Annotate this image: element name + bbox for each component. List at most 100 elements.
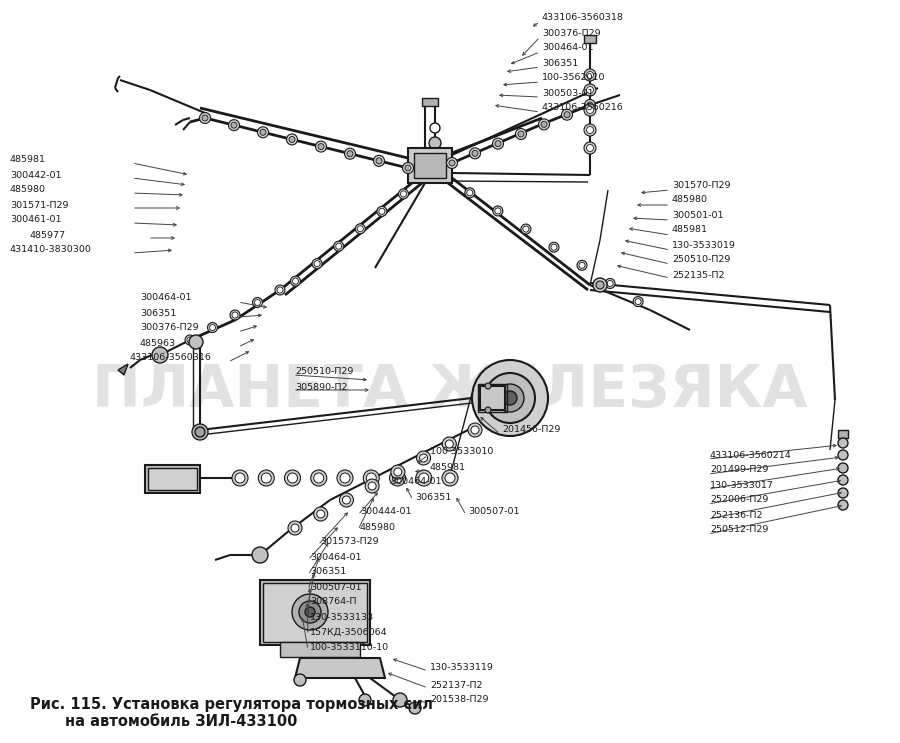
Circle shape xyxy=(202,115,208,121)
Text: 300376-П29: 300376-П29 xyxy=(140,323,199,333)
Circle shape xyxy=(593,278,607,292)
Circle shape xyxy=(310,470,327,486)
Text: 250512-П29: 250512-П29 xyxy=(710,525,769,534)
Circle shape xyxy=(518,131,524,137)
Text: 433106-3560216: 433106-3560216 xyxy=(542,103,624,112)
Circle shape xyxy=(633,296,643,307)
Text: 485981: 485981 xyxy=(430,462,466,472)
Circle shape xyxy=(292,278,299,284)
Circle shape xyxy=(516,129,526,140)
Circle shape xyxy=(393,693,407,707)
Text: 130-3533019: 130-3533019 xyxy=(672,241,736,250)
Text: 300464-01: 300464-01 xyxy=(542,44,593,53)
Text: 301571-П29: 301571-П29 xyxy=(10,201,68,210)
Bar xyxy=(145,465,200,493)
Text: 485980: 485980 xyxy=(360,522,396,531)
Polygon shape xyxy=(118,364,128,375)
Circle shape xyxy=(418,473,428,483)
Text: 157КД-3506064: 157КД-3506064 xyxy=(310,628,388,637)
Circle shape xyxy=(541,121,547,127)
Circle shape xyxy=(337,470,353,486)
Circle shape xyxy=(210,325,215,331)
Circle shape xyxy=(551,244,557,250)
Circle shape xyxy=(252,547,268,563)
Text: 433106-3560214: 433106-3560214 xyxy=(710,450,792,459)
Circle shape xyxy=(409,702,421,714)
Circle shape xyxy=(261,473,271,483)
Bar xyxy=(422,98,438,106)
Circle shape xyxy=(605,279,615,288)
Polygon shape xyxy=(295,658,385,678)
Text: 485981: 485981 xyxy=(10,155,46,164)
Circle shape xyxy=(195,427,205,437)
Text: на автомобиль ЗИЛ-433100: на автомобиль ЗИЛ-433100 xyxy=(65,715,297,730)
Circle shape xyxy=(365,479,379,493)
Circle shape xyxy=(464,188,475,198)
Circle shape xyxy=(392,473,402,483)
Circle shape xyxy=(229,120,239,131)
Circle shape xyxy=(364,470,379,486)
Circle shape xyxy=(442,470,458,486)
Circle shape xyxy=(305,607,315,617)
Text: 300464-01: 300464-01 xyxy=(390,478,442,487)
Circle shape xyxy=(838,450,848,460)
Circle shape xyxy=(189,335,203,349)
Text: 300461-01: 300461-01 xyxy=(10,215,61,224)
Circle shape xyxy=(838,475,848,485)
Circle shape xyxy=(314,261,320,267)
Text: 130-3533133: 130-3533133 xyxy=(310,612,374,621)
Bar xyxy=(584,35,596,43)
Circle shape xyxy=(390,470,406,486)
Circle shape xyxy=(288,521,302,535)
Circle shape xyxy=(347,151,353,157)
Circle shape xyxy=(503,391,517,405)
Circle shape xyxy=(405,165,411,171)
Text: 100-3562010: 100-3562010 xyxy=(542,74,606,82)
Circle shape xyxy=(446,440,454,448)
Text: 250510-П29: 250510-П29 xyxy=(672,256,731,265)
Text: 305890-П2: 305890-П2 xyxy=(295,383,347,392)
Text: 485981: 485981 xyxy=(672,225,708,235)
Circle shape xyxy=(294,674,306,686)
Bar xyxy=(263,583,367,642)
Circle shape xyxy=(635,299,641,305)
Circle shape xyxy=(299,601,321,623)
Circle shape xyxy=(549,242,559,252)
Text: 300464-01: 300464-01 xyxy=(140,293,192,302)
Circle shape xyxy=(291,524,299,532)
Circle shape xyxy=(345,148,356,159)
Text: 300507-01: 300507-01 xyxy=(310,583,362,591)
Circle shape xyxy=(286,134,298,145)
Text: 306351: 306351 xyxy=(415,493,451,502)
Text: 130-3533017: 130-3533017 xyxy=(710,481,774,490)
Circle shape xyxy=(287,473,298,483)
Circle shape xyxy=(275,285,285,295)
Text: 201456-П29: 201456-П29 xyxy=(502,426,561,435)
Circle shape xyxy=(416,470,432,486)
Text: 301573-П29: 301573-П29 xyxy=(320,537,379,547)
Circle shape xyxy=(379,208,385,214)
Circle shape xyxy=(377,207,387,216)
Circle shape xyxy=(485,383,491,389)
Circle shape xyxy=(521,224,531,234)
Text: 485980: 485980 xyxy=(10,186,46,195)
Circle shape xyxy=(342,496,350,504)
Circle shape xyxy=(587,144,593,152)
Text: 300501-01: 300501-01 xyxy=(672,210,724,219)
Circle shape xyxy=(232,312,238,318)
Text: 100-3533110-10: 100-3533110-10 xyxy=(310,643,389,652)
Circle shape xyxy=(374,155,384,166)
Circle shape xyxy=(577,260,587,270)
Circle shape xyxy=(470,148,481,159)
Text: 300464-01: 300464-01 xyxy=(310,553,362,562)
Circle shape xyxy=(235,473,245,483)
Circle shape xyxy=(485,373,535,423)
Text: 300442-01: 300442-01 xyxy=(10,170,61,180)
Circle shape xyxy=(468,423,482,437)
Circle shape xyxy=(185,335,195,345)
Circle shape xyxy=(391,465,405,479)
Circle shape xyxy=(399,189,409,199)
Circle shape xyxy=(587,106,593,114)
Text: ПЛАНЕТА ЖЕЛЕЗЯКА: ПЛАНЕТА ЖЕЛЕЗЯКА xyxy=(92,362,808,418)
Bar xyxy=(408,148,452,183)
